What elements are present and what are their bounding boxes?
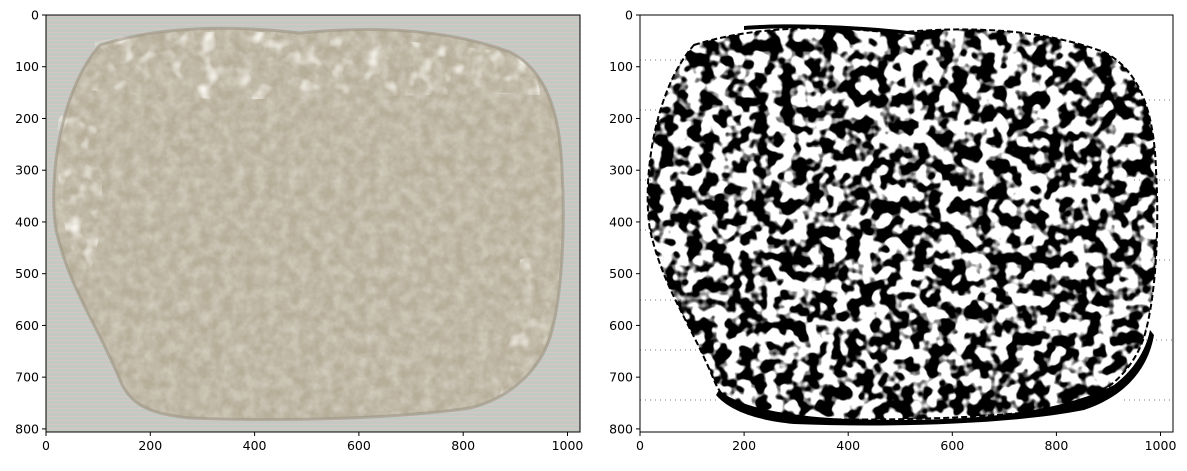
y-tick-label: 500 <box>15 266 39 281</box>
photo-frame <box>45 14 581 433</box>
y-tick-label: 300 <box>15 163 39 178</box>
y-tick-label: 200 <box>15 111 39 126</box>
photo-axes: 0 200 400 600 800 1000 0 100 200 300 400 500 600 700 8… <box>15 8 583 454</box>
mask-ticks: 0 200 400 600 800 1000 0 100 200 300 400 500 600 700 8… <box>609 8 1176 454</box>
y-tick-label: 500 <box>609 266 633 281</box>
mask-frame <box>639 14 1174 433</box>
x-tick-label: 200 <box>732 438 756 453</box>
mask-panel: 0 200 400 600 800 1000 0 100 200 300 400 500 600 700 8… <box>594 0 1187 471</box>
photo-panel: 0 200 400 600 800 1000 0 100 200 300 400 500 600 700 8… <box>0 0 590 471</box>
x-tick-label: 1000 <box>1145 438 1177 453</box>
x-tick-label: 1000 <box>552 438 584 453</box>
y-tick-label: 600 <box>15 318 39 333</box>
y-tick-label: 800 <box>609 421 633 436</box>
y-tick-label: 400 <box>609 214 633 229</box>
x-tick-label: 800 <box>451 438 475 453</box>
y-tick-label: 0 <box>31 8 39 23</box>
y-tick-label: 600 <box>609 318 633 333</box>
y-tick-label: 700 <box>15 370 39 385</box>
y-tick-label: 300 <box>609 163 633 178</box>
y-tick-label: 100 <box>15 59 39 74</box>
x-tick-label: 0 <box>42 438 50 453</box>
x-tick-label: 600 <box>347 438 371 453</box>
y-tick-label: 100 <box>609 59 633 74</box>
x-tick-label: 200 <box>138 438 162 453</box>
x-tick-label: 0 <box>636 438 644 453</box>
y-tick-label: 0 <box>625 8 633 23</box>
x-tick-label: 600 <box>940 438 964 453</box>
x-tick-label: 400 <box>243 438 267 453</box>
mask-image <box>640 15 1173 432</box>
photo-ticks: 0 200 400 600 800 1000 0 100 200 300 400 500 600 700 8… <box>15 8 583 454</box>
x-tick-label: 800 <box>1044 438 1068 453</box>
mask-axes: 0 200 400 600 800 1000 0 100 200 300 400 500 600 700 8… <box>609 8 1176 454</box>
y-tick-label: 700 <box>609 370 633 385</box>
y-tick-label: 800 <box>15 421 39 436</box>
y-tick-label: 400 <box>15 214 39 229</box>
x-tick-label: 400 <box>836 438 860 453</box>
photo-image <box>46 15 580 432</box>
y-tick-label: 200 <box>609 111 633 126</box>
